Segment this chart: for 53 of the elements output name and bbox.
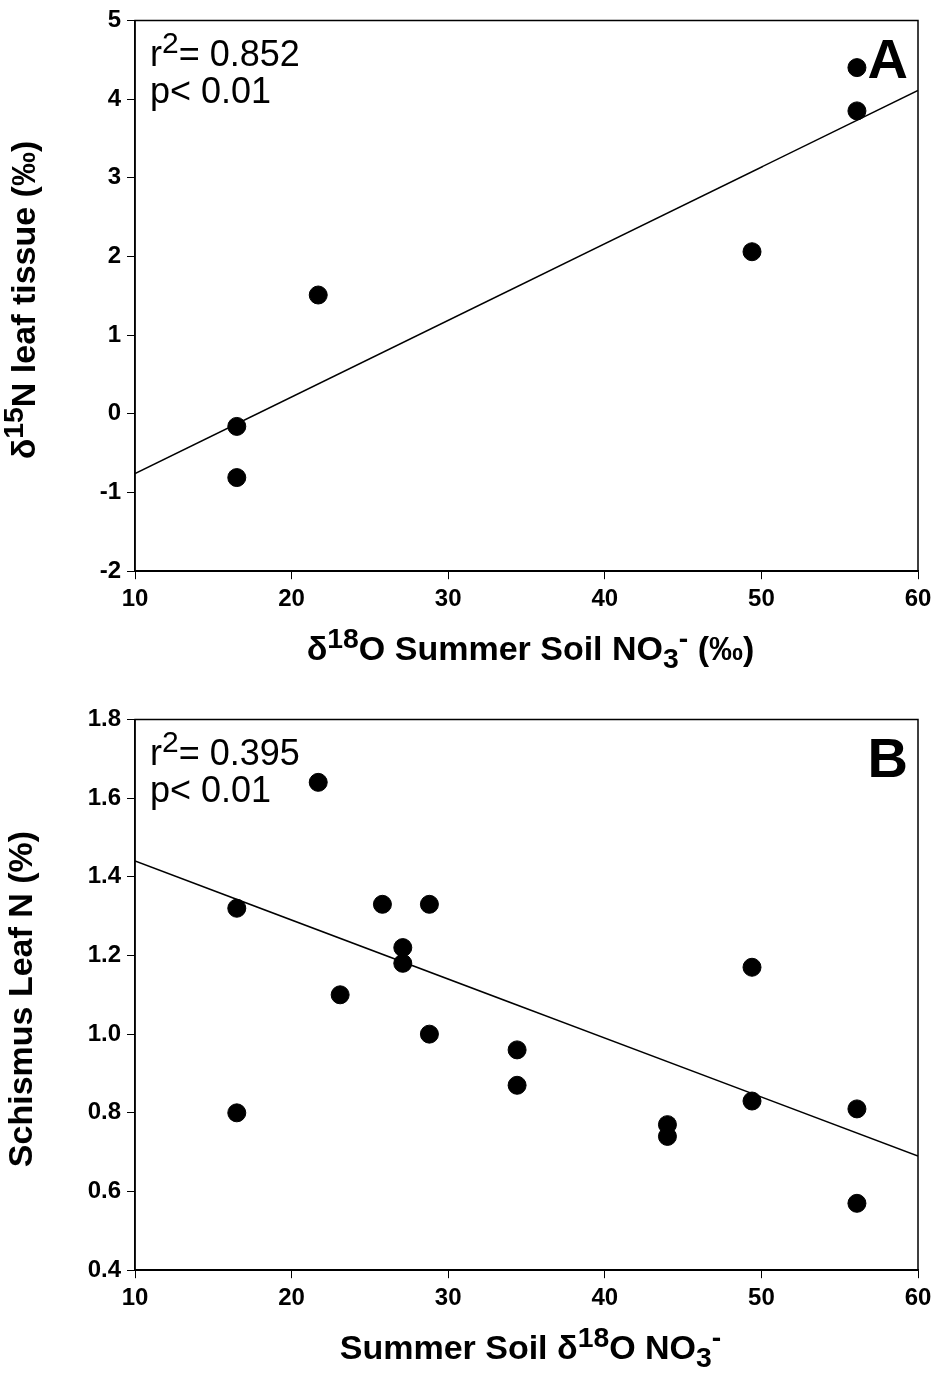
- y-tick-label: 3: [107, 162, 121, 190]
- x-tick-label: 30: [434, 1283, 462, 1311]
- x-tick-label: 10: [121, 1283, 149, 1311]
- y-tick-label: 1: [107, 319, 121, 347]
- y-tick-label: 2: [107, 241, 121, 269]
- y-tick-label: 4: [107, 83, 122, 111]
- point: [742, 957, 762, 977]
- annotation: B: [867, 725, 908, 790]
- y-tick-label: 1.2: [87, 940, 121, 968]
- x-tick-label: 60: [904, 1283, 932, 1311]
- point: [227, 1103, 247, 1123]
- point: [227, 468, 247, 488]
- point: [419, 1024, 439, 1044]
- point: [227, 416, 247, 436]
- x-tick-label: 50: [748, 1283, 775, 1311]
- point: [330, 985, 350, 1005]
- point: [847, 58, 867, 78]
- point: [372, 894, 392, 914]
- y-tick-label: -1: [99, 477, 121, 505]
- x-tick-label: 40: [591, 584, 619, 612]
- x-axis-title: δ$^{18}$O Summer Soil NO$_{3}$$^{-}$ (‰): [305, 622, 756, 676]
- y-axis-title: Schismus Leaf N (%): [0, 830, 40, 1168]
- point: [393, 953, 413, 973]
- x-tick-label: 20: [278, 1283, 305, 1311]
- y-tick-label: 0.8: [87, 1097, 121, 1125]
- point: [419, 894, 439, 914]
- y-tick-label: 1.6: [87, 782, 121, 810]
- y-tick-label: 1.4: [87, 861, 122, 889]
- annotation: A: [867, 26, 908, 91]
- x-tick-label: 60: [904, 584, 932, 612]
- point: [742, 242, 762, 262]
- y-tick-label: 1.8: [87, 704, 121, 732]
- y-tick-label: 0: [107, 398, 121, 426]
- point: [507, 1040, 527, 1060]
- point: [308, 285, 328, 305]
- point: [847, 101, 867, 121]
- point: [393, 938, 413, 958]
- x-tick-label: 30: [434, 584, 462, 612]
- y-tick-label: -2: [99, 555, 121, 583]
- x-tick-label: 10: [121, 584, 149, 612]
- point: [847, 1193, 867, 1213]
- x-tick-label: 40: [591, 1283, 619, 1311]
- point: [308, 772, 328, 792]
- y-tick-label: 0.6: [87, 1176, 121, 1204]
- point: [507, 1075, 527, 1095]
- x-tick-label: 50: [748, 584, 775, 612]
- point: [742, 1091, 762, 1111]
- y-tick-label: 0.4: [87, 1254, 122, 1282]
- point: [227, 898, 247, 918]
- point: [847, 1099, 867, 1119]
- y-tick-label: 5: [107, 5, 121, 33]
- x-tick-label: 20: [278, 584, 305, 612]
- y-tick-label: 1.0: [87, 1018, 121, 1046]
